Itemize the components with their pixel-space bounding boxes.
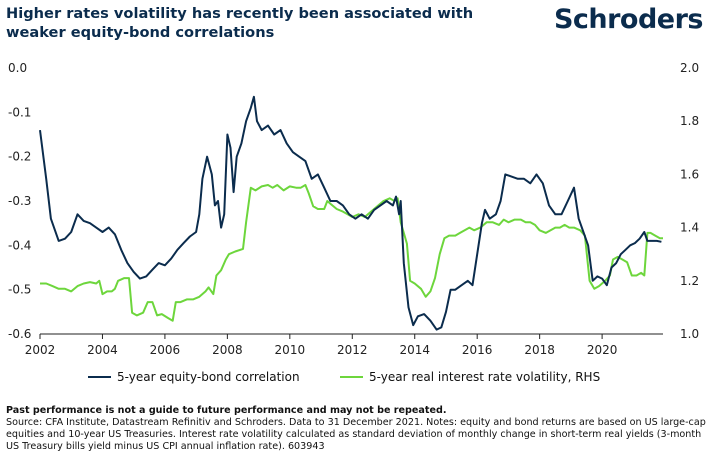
chart-svg: 0.0 -0.1 -0.2 -0.3 -0.4 -0.5 -0.6 2.0 1.8 1.6 1.4… [8,61,699,384]
disclaimer: Past performance is not a guide to futur… [6,405,447,416]
x-tick-label: 2010 [275,343,306,357]
right-tick-label: 1.0 [680,327,699,341]
x-tick-label: 2008 [212,343,243,357]
legend: 5-year equity-bond correlation 5-year rea… [88,370,600,384]
schroders-logo: Schroders [553,4,704,35]
left-axis: 0.0 -0.1 -0.2 -0.3 -0.4 -0.5 -0.6 [8,61,31,341]
x-axis: 2002 2004 2006 2008 2010 2012 2014 2016 2018 2020 [25,334,618,357]
x-tick-label: 2014 [399,343,430,357]
right-tick-label: 2.0 [680,61,699,75]
series-line-rate-volatility [40,184,663,322]
series-lines [39,95,663,331]
x-tick-label: 2002 [25,343,56,357]
right-axis: 2.0 1.8 1.6 1.4 1.2 1.0 [680,61,699,341]
x-tick-label: 2016 [462,343,493,357]
left-tick-label: -0.4 [8,238,31,252]
right-tick-label: 1.2 [680,274,699,288]
left-tick-label: -0.2 [8,150,31,164]
x-tick-label: 2006 [150,343,181,357]
left-tick-label: -0.3 [8,194,31,208]
x-tick-label: 2012 [337,343,368,357]
x-tick-label: 2018 [524,343,555,357]
chart-title: Higher rates volatility has recently bee… [6,5,474,41]
x-tick-label: 2020 [587,343,618,357]
right-tick-label: 1.6 [680,167,699,181]
right-tick-label: 1.8 [680,114,699,128]
left-tick-label: -0.1 [8,105,31,119]
source-note: Source: CFA Institute, Datastream Refini… [6,417,706,452]
x-tick-label: 2004 [87,343,118,357]
legend-item-correlation-label: 5-year equity-bond correlation [117,370,300,384]
left-tick-label: 0.0 [8,61,27,75]
series-line-equity-bond-correlation [39,95,662,331]
left-tick-label: -0.6 [8,327,31,341]
footer: Past performance is not a guide to futur… [6,405,706,453]
left-tick-label: -0.5 [8,283,31,297]
legend-item-volatility-label: 5-year real interest rate volatility, RH… [369,370,600,384]
right-tick-label: 1.4 [680,221,699,235]
